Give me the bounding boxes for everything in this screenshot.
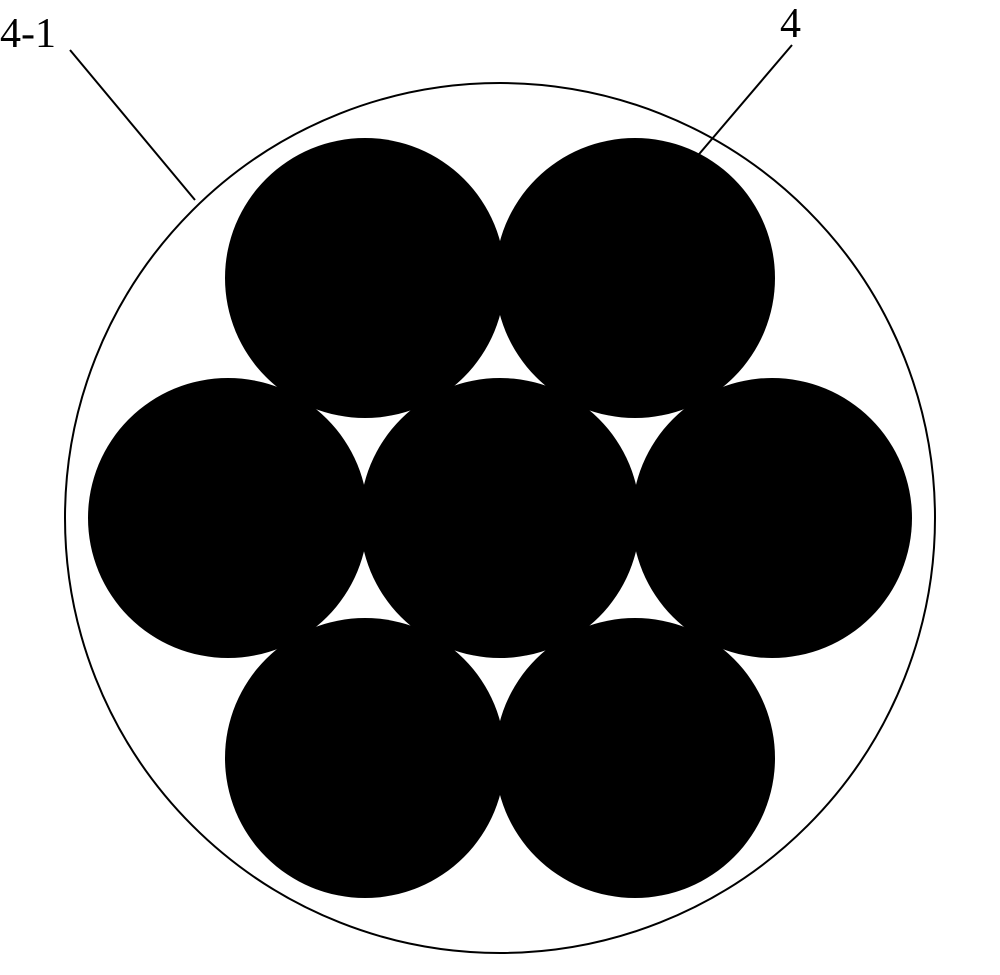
inner-circles-group (88, 138, 912, 898)
inner-circle-6 (495, 618, 775, 898)
inner-circle-5 (225, 618, 505, 898)
inner-circle-4 (632, 378, 912, 658)
diagram-svg (0, 0, 1000, 975)
inner-circle-3 (88, 378, 368, 658)
leader-line-outer (70, 50, 195, 200)
inner-circle-1 (225, 138, 505, 418)
inner-circle-2 (495, 138, 775, 418)
inner-circle-0 (360, 378, 640, 658)
